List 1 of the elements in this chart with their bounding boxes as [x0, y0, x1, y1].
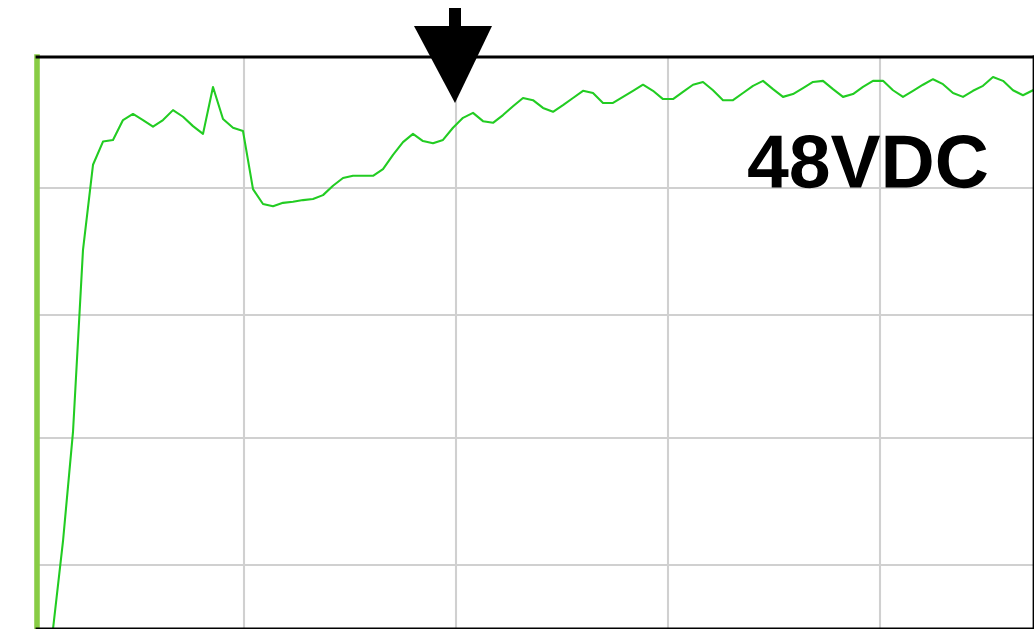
annotation: 48VDC: [748, 135, 987, 189]
